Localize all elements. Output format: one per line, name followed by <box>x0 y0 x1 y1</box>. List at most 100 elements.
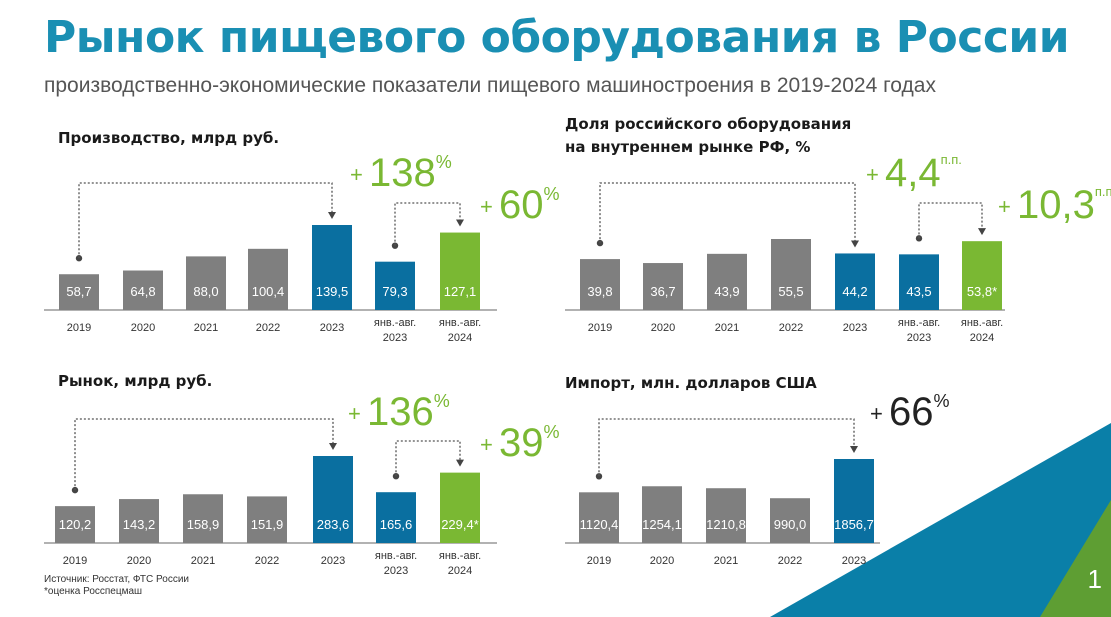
growth-bracket <box>394 202 461 246</box>
x-tick-label: 2023 <box>320 322 344 334</box>
bar-2-6 <box>440 472 480 543</box>
growth-bracket <box>918 202 983 239</box>
x-tick-label: 2022 <box>255 555 279 567</box>
x-tick-label: 2023 <box>842 555 866 567</box>
bracket-arrow-icon <box>850 446 858 453</box>
bar-value-label: 1210,8 <box>706 517 746 532</box>
bar-value-label: 1856,7 <box>834 517 874 532</box>
x-tick-label: 2020 <box>127 555 151 567</box>
growth-annotation: + 10,3п.п. <box>998 183 1111 227</box>
bar-value-label: 229,4* <box>441 517 479 532</box>
bar-2-3 <box>247 496 287 543</box>
x-tick-label: 2020 <box>651 322 675 334</box>
growth-annotation: + 136% <box>348 390 450 434</box>
page-title: Рынок пищевого оборудования в России <box>44 12 1070 63</box>
x-tick-label: 2023 <box>384 565 408 577</box>
growth-bracket <box>78 182 333 259</box>
x-tick-label: янв.-авг. <box>439 317 481 329</box>
bracket-arrow-icon <box>329 443 337 450</box>
bar-value-label: 64,8 <box>130 284 155 299</box>
bar-1-0 <box>580 259 620 310</box>
bar-value-label: 43,9 <box>714 284 739 299</box>
x-tick-label: 2021 <box>191 555 215 567</box>
x-tick-label: 2020 <box>131 322 155 334</box>
x-tick-label: янв.-авг. <box>961 317 1003 329</box>
growth-annotation: + 66% <box>870 390 949 434</box>
bar-value-label: 990,0 <box>774 517 807 532</box>
bar-value-label: 139,5 <box>316 284 349 299</box>
x-tick-label: 2023 <box>907 332 931 344</box>
x-tick-label: 2023 <box>843 322 867 334</box>
bracket-arrow-icon <box>851 240 859 248</box>
x-tick-label: янв.-авг. <box>898 317 940 329</box>
x-tick-label: янв.-авг. <box>375 550 417 562</box>
bar-value-label: 283,6 <box>317 517 350 532</box>
corner-blue-triangle <box>770 423 1111 617</box>
growth-bracket <box>395 440 461 477</box>
bar-value-label: 100,4 <box>252 284 285 299</box>
bar-3-0 <box>579 492 619 543</box>
x-tick-label: 2019 <box>587 555 611 567</box>
x-tick-label: янв.-авг. <box>439 550 481 562</box>
bar-1-2 <box>707 253 747 310</box>
bar-value-label: 1254,1 <box>642 517 682 532</box>
chart-title-share: Доля российского оборудования на внутрен… <box>565 115 852 156</box>
bracket-arrow-icon <box>328 212 336 219</box>
bar-value-label: 36,7 <box>650 284 675 299</box>
bracket-arrow-icon <box>456 219 464 227</box>
bar-0-4 <box>312 225 352 310</box>
bracket-arrow-icon <box>456 459 464 467</box>
growth-bracket <box>598 418 855 477</box>
bar-value-label: 55,5 <box>778 284 803 299</box>
bar-2-0 <box>55 506 95 543</box>
bar-value-label: 58,7 <box>66 284 91 299</box>
x-tick-label: янв.-авг. <box>374 317 416 329</box>
chart-title-import: Импорт, млн. долларов США <box>565 374 817 392</box>
x-tick-label: 2022 <box>256 322 280 334</box>
bar-3-4 <box>834 459 874 543</box>
bar-0-1 <box>123 270 163 310</box>
x-tick-label: 2022 <box>779 322 803 334</box>
x-tick-label: 2024 <box>448 565 472 577</box>
source-note: Источник: Росстат, ФТС России *оценка Ро… <box>44 574 189 598</box>
chart-title-production: Производство, млрд руб. <box>58 129 280 147</box>
bracket-arrow-icon <box>978 228 986 236</box>
x-tick-label: 2023 <box>383 332 407 344</box>
x-tick-label: 2024 <box>448 332 472 344</box>
chart-title-market: Рынок, млрд руб. <box>58 372 213 390</box>
page-subtitle: производственно-экономические показатели… <box>44 74 936 97</box>
bar-3-2 <box>706 488 746 543</box>
bar-0-3 <box>248 248 288 310</box>
growth-annotation: + 60% <box>480 183 559 227</box>
bar-0-6 <box>440 232 480 310</box>
growth-annotation: + 138% <box>350 151 452 195</box>
x-tick-label: 2021 <box>714 555 738 567</box>
bar-0-0 <box>59 274 99 310</box>
bar-1-1 <box>643 263 683 310</box>
bar-1-5 <box>899 254 939 310</box>
bar-3-1 <box>642 486 682 543</box>
x-tick-label: 2023 <box>321 555 345 567</box>
page-number: 1 <box>1087 564 1102 594</box>
bar-value-label: 53,8* <box>967 284 997 299</box>
corner-green-triangle <box>1040 500 1111 617</box>
bar-value-label: 1120,4 <box>580 517 619 532</box>
growth-annotation: + 39% <box>480 421 559 465</box>
bar-0-2 <box>186 256 226 310</box>
bar-3-3 <box>770 498 810 543</box>
bar-2-2 <box>183 494 223 543</box>
bar-2-1 <box>119 499 159 543</box>
x-tick-label: 2024 <box>970 332 994 344</box>
bar-value-label: 143,2 <box>123 517 156 532</box>
growth-bracket <box>599 182 856 244</box>
bar-2-5 <box>376 492 416 543</box>
bar-0-5 <box>375 261 415 310</box>
bar-value-label: 165,6 <box>380 517 413 532</box>
x-tick-label: 2019 <box>588 322 612 334</box>
x-tick-label: 2019 <box>67 322 91 334</box>
bar-value-label: 158,9 <box>187 517 220 532</box>
bar-value-label: 39,8 <box>587 284 612 299</box>
growth-annotation: + 4,4п.п. <box>866 151 962 195</box>
